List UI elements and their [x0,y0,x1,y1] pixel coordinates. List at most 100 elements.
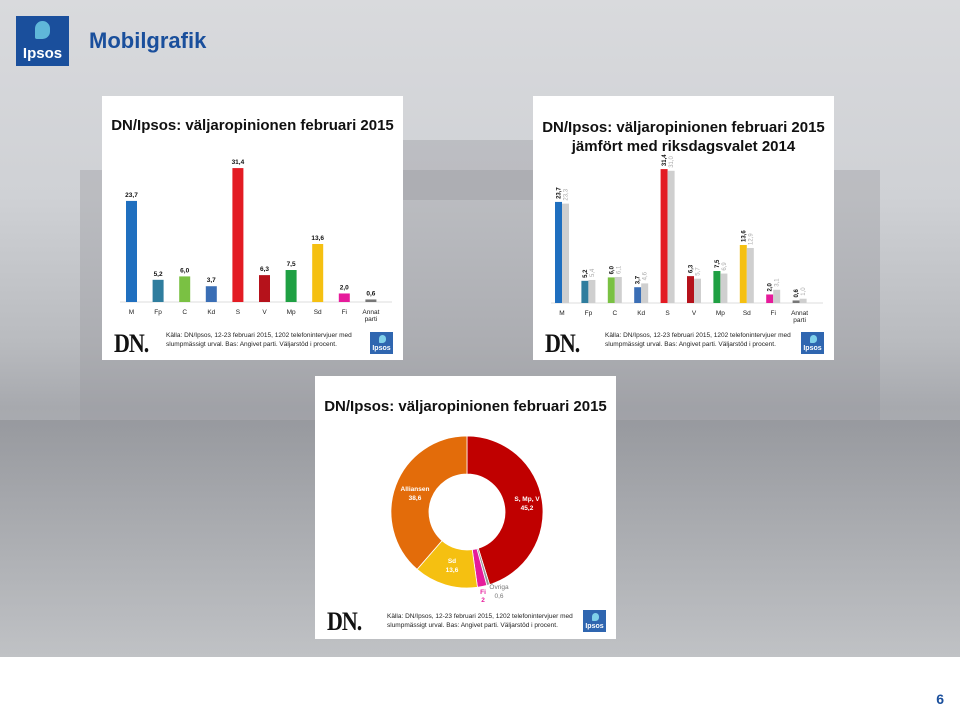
bar-2015-annat [792,300,800,303]
bar-fi [338,293,350,302]
ipsos-badge: Ipsos [583,610,606,632]
category-label: parti [793,317,806,324]
category-label: Sd [743,310,751,317]
data-label-2014: 1,0 [801,287,807,296]
category-label: S [665,310,670,317]
category-label: Annat [362,309,379,316]
chart3-svg: S, Mp, V 45,2 Alliansen 38,6 Sd 13,6 Fi2 Övriga… [390,435,544,604]
chart1-title: DN/Ipsos: väljaropinionen februari 2015 [111,117,394,134]
chart1-source: Källa: DN/Ipsos, 12-23 februari 2015, 12… [166,332,352,348]
category-label: S [236,309,241,316]
data-label-2015: 6,0 [609,265,615,274]
category-label: M [129,309,134,316]
category-label: V [692,310,697,317]
bar-v [259,275,270,302]
bar-m [126,200,137,302]
bar-2015-mp [713,271,721,303]
speech-bubble-icon [379,335,386,343]
category-label: parti [365,316,378,323]
dn-logo: DN. [114,328,149,358]
slice-label-name: Övriga [489,583,509,591]
slice-label-name: Alliansen [401,486,430,493]
category-label: C [612,310,617,317]
category-label: C [182,309,187,316]
slice-0 [466,435,544,586]
logo-text: Ipsos [22,45,63,62]
page-title: Mobilgrafik [89,28,207,53]
ipsos-badge: Ipsos [801,332,824,354]
bar-2014-kd [641,283,649,303]
slice-label-value: 0,6 [494,593,503,600]
category-label: Kd [637,310,645,317]
bar-2015-fp [581,280,589,303]
data-label: 3,7 [207,277,216,284]
category-label: Fi [342,309,347,316]
category-label: M [559,310,564,317]
data-label: 0,6 [366,290,375,297]
category-label: Fp [585,310,593,317]
slice-label-name: Fi [480,589,486,596]
bar-2014-v [694,278,701,303]
slice-label-value: 38,6 [409,495,422,502]
ipsos-logo: Ipsos [16,16,69,66]
data-label-2015: 23,7 [557,187,563,199]
category-label: V [262,309,267,316]
data-label: 6,0 [180,267,189,274]
data-label-2014: 6,9 [722,262,728,271]
bar-sd [312,244,324,302]
bar-chart-card-2: DN/Ipsos: väljaropinionen februari 2015 … [533,96,834,360]
bar-fp [152,279,164,302]
bar-c [179,276,191,302]
bar-2014-s [667,170,675,303]
data-label: 6,3 [260,266,269,273]
chart3-source: Källa: DN/Ipsos, 12-23 februari 2015, 12… [387,613,573,629]
category-label: Sd [314,309,322,316]
bar-2015-c [607,277,615,303]
bar-annat [365,299,377,302]
pie-chart-card: DN/Ipsos: väljaropinionen februari 2015 … [315,376,616,639]
data-label-2014: 5,7 [696,267,702,276]
chart2-svg: 23,7 23,3 M 5,2 5,4 Fp 6,0 6,1 C 3,7 4,6 Kd 31,4 31,0… [551,154,823,324]
data-label: 31,4 [232,159,245,166]
dn-logo: DN. [327,606,362,636]
data-label: 2,0 [340,284,349,291]
category-label: Fi [770,310,775,317]
bar-2014-fp [588,279,596,303]
speech-bubble-icon [810,335,817,343]
speech-bubble-icon [35,21,50,39]
data-label-2015: 13,6 [741,230,747,242]
data-label-2014: 12,9 [748,233,754,245]
category-label: Mp [287,309,296,316]
data-label-2014: 4,6 [643,271,649,280]
category-label: Mp [716,310,725,317]
data-label: 7,5 [287,261,296,268]
bar-2014-annat [799,298,807,303]
page-number: 6 [936,691,944,707]
bar-2014-fi [773,289,781,303]
category-label: Kd [207,309,215,316]
bar-2015-kd [634,287,642,303]
bar-2014-sd [746,247,754,303]
chart2-source: Källa: DN/Ipsos, 12-23 februari 2015, 12… [605,332,791,348]
chart2-title-line2: jämfört med riksdagsvalet 2014 [571,138,796,155]
data-label-2015: 7,5 [715,259,721,268]
bar-2015-s [660,169,668,303]
chart3-title: DN/Ipsos: väljaropinionen februari 2015 [324,398,607,415]
data-label-2015: 2,0 [768,282,774,291]
slice-label-value: 13,6 [446,567,459,574]
bar-chart-card-1: DN/Ipsos: väljaropinionen februari 2015 … [102,96,403,360]
data-label-2014: 23,3 [564,188,570,200]
data-label-2014: 3,1 [775,278,781,287]
bar-2015-fi [766,294,774,303]
data-label-2015: 3,7 [636,275,642,284]
bar-2015-m [555,201,562,303]
slice-label-name: Sd [448,558,456,565]
bar-2014-m [562,203,569,303]
bar-s [232,168,244,302]
bar-mp [285,270,297,302]
data-label-2015: 31,4 [662,154,668,166]
chart2-title-line1: DN/Ipsos: väljaropinionen februari 2015 [542,119,825,136]
slice-label-name: S, Mp, V [514,496,540,503]
bar-2015-v [687,276,694,303]
data-label-2014: 5,4 [590,268,596,277]
